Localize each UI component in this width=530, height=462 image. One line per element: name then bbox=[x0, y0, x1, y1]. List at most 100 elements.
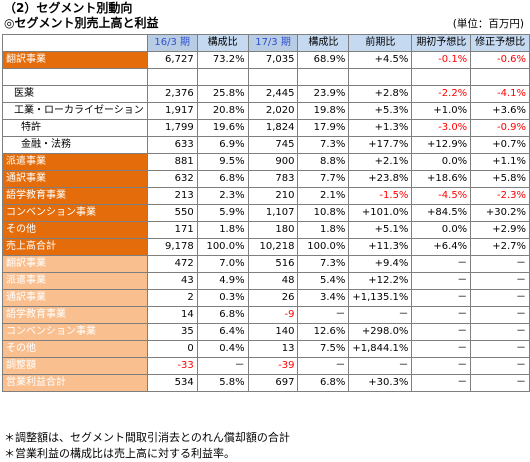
cell-vs-revised-forecast: +1.1% bbox=[470, 153, 530, 171]
cell-fy16-share: 73.2% bbox=[196, 51, 249, 69]
cell-vs-revised-forecast: +0.7% bbox=[470, 136, 530, 154]
cell-vs-revised-forecast: -2.3% bbox=[470, 187, 530, 205]
cell-fy16-share: 9.5% bbox=[196, 153, 249, 171]
cell-vs-initial-forecast: － bbox=[411, 323, 472, 341]
cell-fy16-share: 7.0% bbox=[196, 255, 249, 273]
cell-fy17-value: 13 bbox=[247, 340, 299, 358]
row-label: 通訳事業 bbox=[2, 289, 148, 307]
cell-fy16-share: 0.4% bbox=[196, 340, 249, 358]
cell-fy17-share: 2.1% bbox=[297, 187, 350, 205]
cell-fy16-value: 632 bbox=[146, 170, 198, 188]
cell-vs-initial-forecast bbox=[411, 68, 472, 86]
cell-yoy-change: +1.3% bbox=[348, 119, 413, 137]
cell-fy16-share: 6.9% bbox=[196, 136, 249, 154]
cell-fy16-value: 6,727 bbox=[146, 51, 198, 69]
cell-vs-revised-forecast: － bbox=[470, 255, 530, 273]
table-row: 翻訳事業 6,727 73.2% 7,035 68.9% +4.5% -0.1% -0.6% bbox=[2, 51, 530, 69]
cell-fy16-share: 6.8% bbox=[196, 306, 249, 324]
cell-yoy-change: +4.5% bbox=[348, 51, 413, 69]
cell-vs-revised-forecast: － bbox=[470, 306, 530, 324]
table-row: 語学教育事業 213 2.3% 210 2.1% -1.5% -4.5% -2.3% bbox=[2, 187, 530, 205]
row-label: 通訳事業 bbox=[2, 170, 148, 188]
row-label: コンベンション事業 bbox=[2, 204, 148, 222]
header-cell-share17: 構成比 bbox=[297, 34, 350, 52]
cell-fy17-value: 26 bbox=[247, 289, 299, 307]
cell-fy16-value: 35 bbox=[146, 323, 198, 341]
cell-fy16-share: 5.8% bbox=[196, 374, 249, 392]
cell-fy16-share: 1.8% bbox=[196, 221, 249, 239]
cell-fy17-share: 17.9% bbox=[297, 119, 350, 137]
row-label: 特許 bbox=[2, 119, 148, 137]
cell-vs-initial-forecast: +6.4% bbox=[411, 238, 472, 256]
cell-fy17-value: 697 bbox=[247, 374, 299, 392]
cell-fy17-value: 210 bbox=[247, 187, 299, 205]
table-row: コンベンション事業 550 5.9% 1,107 10.8% +101.0% +84.5% +… bbox=[2, 204, 530, 222]
cell-fy17-share: 12.6% bbox=[297, 323, 350, 341]
row-label: その他 bbox=[2, 221, 148, 239]
row-label: 医薬 bbox=[2, 85, 148, 103]
table-row: コンベンション事業 35 6.4% 140 12.6% +298.0% －－ bbox=[2, 323, 530, 341]
row-label: 工業・ローカライゼーション bbox=[2, 102, 148, 120]
cell-fy17-value: 2,020 bbox=[247, 102, 299, 120]
cell-fy17-share: － bbox=[297, 306, 350, 324]
table-subtitle: ◎セグメント別売上高と利益 bbox=[4, 16, 159, 30]
cell-fy17-value: 900 bbox=[247, 153, 299, 171]
cell-fy17-value: 10,218 bbox=[247, 238, 299, 256]
cell-yoy-change: +5.1% bbox=[348, 221, 413, 239]
cell-fy16-value: 550 bbox=[146, 204, 198, 222]
cell-vs-revised-forecast: － bbox=[470, 323, 530, 341]
row-label: 派遣事業 bbox=[2, 272, 148, 290]
cell-fy16-value: 171 bbox=[146, 221, 198, 239]
cell-fy17-share: 100.0% bbox=[297, 238, 350, 256]
header-cell-yoy: 前期比 bbox=[348, 34, 413, 52]
cell-vs-initial-forecast: 0.0% bbox=[411, 153, 472, 171]
cell-fy16-share: 25.8% bbox=[196, 85, 249, 103]
cell-fy16-value: 14 bbox=[146, 306, 198, 324]
cell-fy17-share: 10.8% bbox=[297, 204, 350, 222]
header-cell-fy16: 16/3 期 bbox=[146, 34, 198, 52]
cell-fy16-share: 0.3% bbox=[196, 289, 249, 307]
row-label: 語学教育事業 bbox=[2, 306, 148, 324]
cell-fy17-value: 2,445 bbox=[247, 85, 299, 103]
cell-fy17-value: 140 bbox=[247, 323, 299, 341]
row-label: コンベンション事業 bbox=[2, 323, 148, 341]
cell-fy16-value: 633 bbox=[146, 136, 198, 154]
cell-fy16-share: 6.4% bbox=[196, 323, 249, 341]
cell-vs-revised-forecast: +30.2% bbox=[470, 204, 530, 222]
table-row: 工業・ローカライゼーション 1,917 20.8% 2,020 19.8% +5.3% +1… bbox=[2, 102, 530, 120]
cell-yoy-change: +12.2% bbox=[348, 272, 413, 290]
cell-vs-initial-forecast: -0.1% bbox=[411, 51, 472, 69]
cell-vs-initial-forecast: － bbox=[411, 340, 472, 358]
row-label: 営業利益合計 bbox=[2, 374, 148, 392]
cell-fy16-share bbox=[196, 68, 249, 86]
row-label: 翻訳事業 bbox=[2, 51, 148, 69]
cell-vs-revised-forecast: － bbox=[470, 289, 530, 307]
cell-fy17-share: 7.3% bbox=[297, 136, 350, 154]
cell-yoy-change: +298.0% bbox=[348, 323, 413, 341]
cell-yoy-change: +2.1% bbox=[348, 153, 413, 171]
cell-fy17-share: 23.9% bbox=[297, 85, 350, 103]
cell-vs-initial-forecast: -4.5% bbox=[411, 187, 472, 205]
cell-fy17-value: 745 bbox=[247, 136, 299, 154]
cell-fy17-share: 7.7% bbox=[297, 170, 350, 188]
section-title: （2）セグメント別動向 bbox=[4, 1, 133, 15]
cell-yoy-change: +5.3% bbox=[348, 102, 413, 120]
cell-vs-initial-forecast: 0.0% bbox=[411, 221, 472, 239]
header-row: 16/3 期 構成比 17/3 期 構成比 前期比 期初予想比 修正予想比 bbox=[2, 34, 530, 52]
row-label: 売上高合計 bbox=[2, 238, 148, 256]
cell-vs-initial-forecast: － bbox=[411, 357, 472, 375]
cell-vs-revised-forecast: － bbox=[470, 357, 530, 375]
cell-fy16-value bbox=[146, 68, 198, 86]
cell-yoy-change: － bbox=[348, 357, 413, 375]
cell-vs-revised-forecast: -0.6% bbox=[470, 51, 530, 69]
header-cell-label bbox=[2, 34, 148, 52]
footnote-margin: ＊営業利益の構成比は売上高に対する利益率。 bbox=[4, 447, 235, 460]
cell-vs-revised-forecast: － bbox=[470, 272, 530, 290]
cell-fy16-share: 5.9% bbox=[196, 204, 249, 222]
cell-yoy-change: +2.8% bbox=[348, 85, 413, 103]
cell-yoy-change: +17.7% bbox=[348, 136, 413, 154]
cell-fy16-value: -33 bbox=[146, 357, 198, 375]
row-label: 派遣事業 bbox=[2, 153, 148, 171]
cell-fy16-share: 100.0% bbox=[196, 238, 249, 256]
cell-vs-revised-forecast: － bbox=[470, 340, 530, 358]
